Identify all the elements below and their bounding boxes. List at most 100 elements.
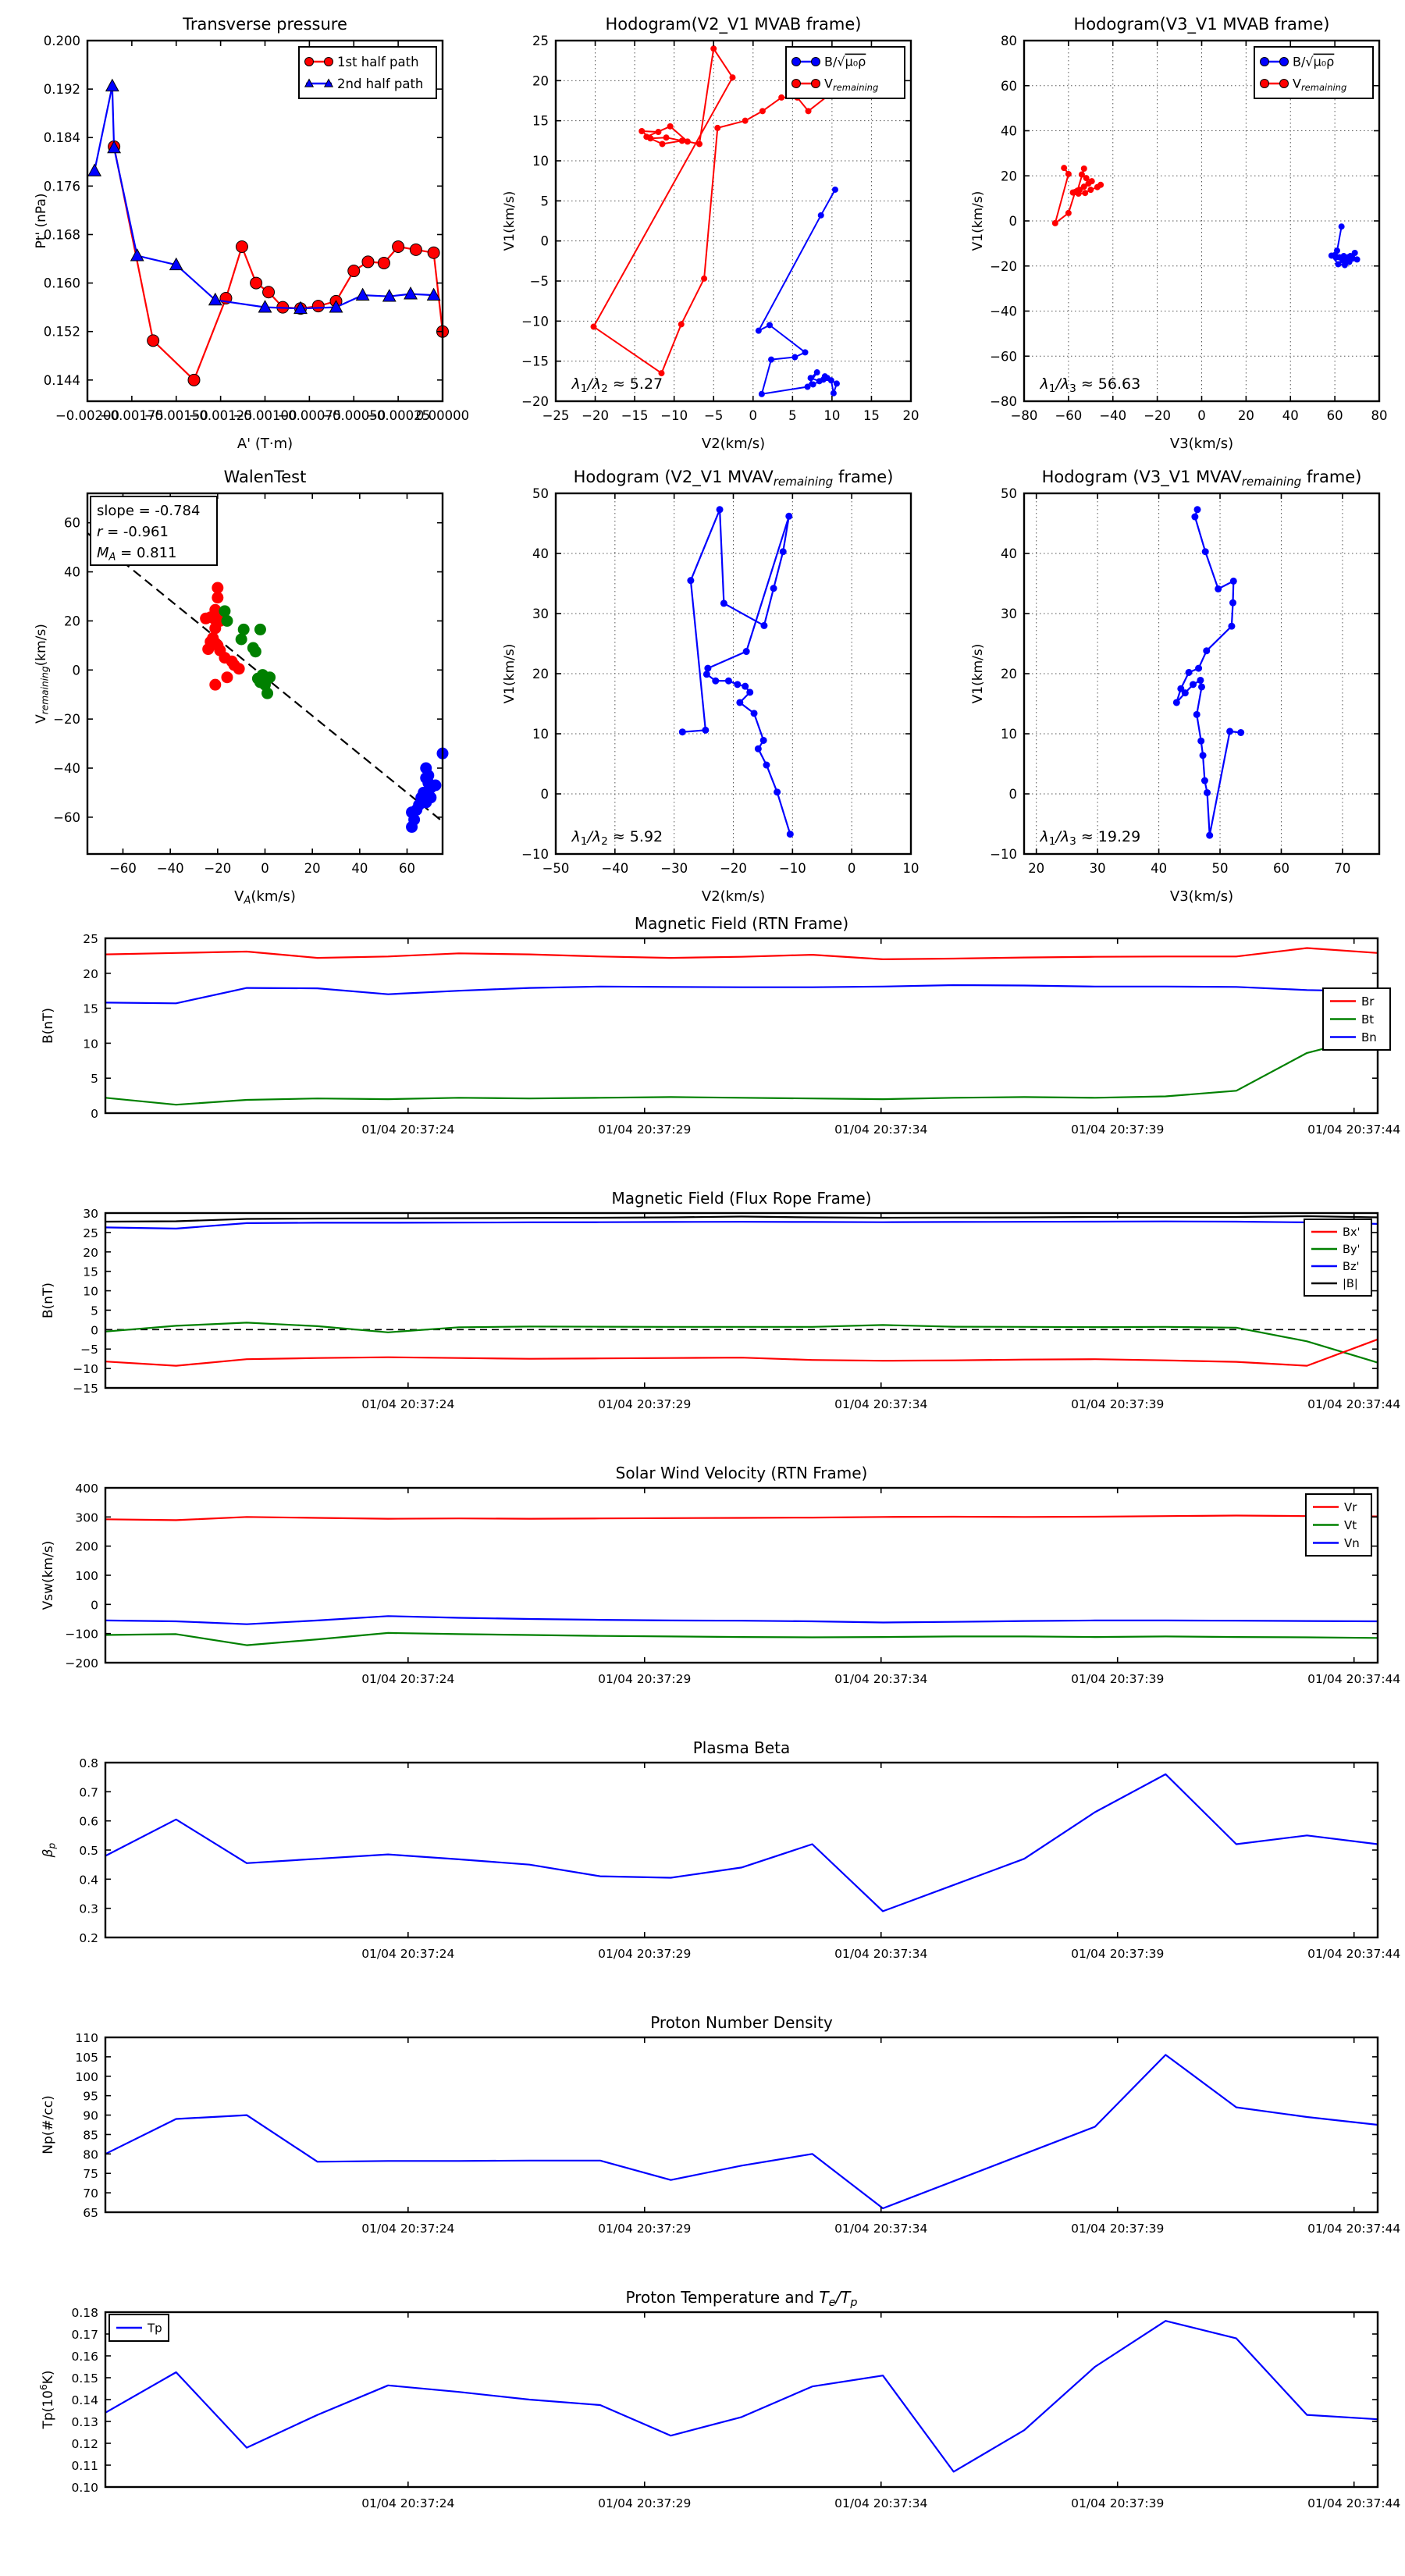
legend-label: B/√μ₀ρ <box>1293 55 1334 69</box>
legend-label: Bn <box>1361 1030 1377 1044</box>
x-tick-label: 60 <box>1273 861 1289 876</box>
y-tick-label: 0.15 <box>71 2371 98 2386</box>
y-tick-label: 30 <box>83 1207 98 1221</box>
y-tick-label: −10 <box>521 314 549 329</box>
x-tick-label: −60 <box>1055 408 1082 423</box>
chart-title: Solar Wind Velocity (RTN Frame) <box>616 1464 868 1482</box>
y-tick-label: 5 <box>541 194 550 208</box>
chart-velocity-rtn: 01/04 20:37:24 01/04 20:37:29 01/04 20:37:… <box>41 1464 1400 1686</box>
y-tick-label: −20 <box>990 259 1017 274</box>
y-tick-label: −5 <box>530 274 549 289</box>
legend-box <box>1254 46 1374 99</box>
legend-label: Vr <box>1344 1500 1357 1514</box>
subplot-row-1: −0.00200 −0.00175 −0.00150 −0.00125 −0.00100… <box>0 8 1405 461</box>
y-tick-label: 0 <box>541 234 550 249</box>
y-tick-label: −10 <box>73 1362 98 1376</box>
panel-bfield-fluxrope: 01/04 20:37:24 01/04 20:37:29 01/04 20:37:… <box>0 1188 1405 1463</box>
panel-proton-density: 01/04 20:37:24 01/04 20:37:29 01/04 20:37:… <box>0 2012 1405 2287</box>
legend-label: Vn <box>1344 1536 1360 1550</box>
chart-title: Magnetic Field (RTN Frame) <box>635 914 848 933</box>
lambda-ratio-annotation: λ1/λ2 ≈ 5.92 <box>571 828 663 848</box>
y-tick-label: 30 <box>532 607 549 621</box>
x-tick-label: 70 <box>1334 861 1350 876</box>
x-tick-label: −50 <box>542 861 570 876</box>
x-tick-label: −10 <box>660 408 688 423</box>
x-tick-label: −40 <box>601 861 628 876</box>
lambda-ratio-annotation: λ1/λ2 ≈ 5.27 <box>571 375 663 395</box>
legend-box <box>785 46 905 99</box>
chart-proton-density: 01/04 20:37:24 01/04 20:37:29 01/04 20:37:… <box>41 2013 1400 2236</box>
x-tick-label: −0.00025 <box>366 408 430 423</box>
y-tick-label: 80 <box>1001 34 1017 48</box>
y-tick-label: 100 <box>75 1569 98 1583</box>
x-tick-label: 01/04 20:37:34 <box>834 1947 927 1961</box>
lambda-ratio-annotation: λ1/λ3 ≈ 19.29 <box>1039 828 1140 848</box>
x-tick-label: −0.00175 <box>100 408 164 423</box>
x-tick-label: −0.00200 <box>55 408 119 423</box>
legend-box <box>1304 1219 1372 1297</box>
series-Np <box>105 2054 1378 2210</box>
legend-label: Tp <box>147 2321 162 2335</box>
chart-bfield-rtn: 01/04 20:37:24 01/04 20:37:29 01/04 20:37:… <box>41 914 1400 1137</box>
x-tick-label: 60 <box>399 861 415 876</box>
y-tick-label: 0 <box>1009 787 1018 802</box>
x-tick-label: 0 <box>261 861 269 876</box>
x-tick-label: 01/04 20:37:44 <box>1307 1672 1400 1686</box>
walen-stats-line: MA = 0.811 <box>97 545 177 564</box>
x-tick-label: 01/04 20:37:39 <box>1071 2222 1164 2236</box>
y-tick-label: 25 <box>532 34 549 48</box>
y-tick-label: 0.17 <box>71 2328 98 2342</box>
walen-stats-line: slope = -0.784 <box>97 503 200 519</box>
y-tick-label: 0.152 <box>44 325 80 340</box>
x-tick-label: −5 <box>704 408 723 423</box>
y-tick-label: 40 <box>64 565 80 580</box>
legend-label: Vremaining <box>824 76 878 93</box>
panel-bfield-rtn: 01/04 20:37:24 01/04 20:37:29 01/04 20:37:… <box>0 913 1405 1188</box>
y-tick-label: 300 <box>75 1510 98 1525</box>
x-tick-label: 20 <box>1028 861 1044 876</box>
x-tick-label: 0 <box>749 408 758 423</box>
chart-hodogram-v2v1-mvav: −50 −40 −30 −20 −10 0 10 −10 0 10 20 30 40 50 Hodogram… <box>502 468 919 905</box>
y-tick-label: 20 <box>64 614 80 628</box>
series-Vr <box>105 1514 1378 1521</box>
y-tick-label: 0.7 <box>79 1785 98 1799</box>
chart-walen-test: −60 −40 −20 0 20 40 60 −60 −40 −20 0 20 40 60 WalenTes… <box>34 468 449 907</box>
series-beta p <box>105 1773 1378 1912</box>
y-tick-label: −200 <box>65 1656 98 1670</box>
x-tick-label: 01/04 20:37:44 <box>1307 1397 1400 1411</box>
y-tick-label: 85 <box>83 2128 98 2142</box>
chart-hodogram-v2v1-mvab: −25 −20 −15 −10 −5 0 5 10 15 20−20−15−10−50510152… <box>502 15 919 452</box>
x-tick-label: 40 <box>1151 861 1167 876</box>
x-tick-label: 01/04 20:37:34 <box>834 1397 927 1411</box>
y-tick-label: 25 <box>83 932 98 946</box>
y-tick-label: 30 <box>1001 607 1017 621</box>
x-tick-label: −20 <box>720 861 747 876</box>
y-tick-label: 0.18 <box>71 2306 98 2320</box>
y-tick-label: 10 <box>532 727 549 742</box>
x-axis-label: VA(km/s) <box>234 888 296 907</box>
chart-title: Hodogram (V3_V1 MVAVremaining frame) <box>1042 468 1362 489</box>
y-tick-label: 0 <box>73 663 81 678</box>
x-tick-label: 01/04 20:37:29 <box>598 1123 691 1137</box>
y-tick-label: −80 <box>990 394 1017 409</box>
y-tick-label: 105 <box>75 2051 98 2065</box>
x-tick-label: 0 <box>1197 408 1206 423</box>
x-tick-label: −0.00100 <box>233 408 297 423</box>
y-axis-label: Vsw(km/s) <box>41 1541 56 1610</box>
x-axis-label: V2(km/s) <box>702 436 765 452</box>
y-tick-label: −15 <box>73 1382 98 1396</box>
y-tick-label: −10 <box>990 847 1017 862</box>
chart-hodogram-v3v1-mvav: 20 30 40 50 60 70 −10 0 10 20 30 40 50 Hodogram (V3_V… <box>970 468 1381 905</box>
chart-proton-temperature: 01/04 20:37:24 01/04 20:37:29 01/04 20:37:… <box>38 2288 1400 2510</box>
y-tick-label: 0.144 <box>44 373 80 388</box>
y-tick-label: 0.13 <box>71 2415 98 2429</box>
x-tick-label: 01/04 20:37:29 <box>598 2222 691 2236</box>
legend-label: Bz' <box>1343 1261 1360 1273</box>
x-tick-label: 10 <box>823 408 840 423</box>
chart-title: Proton Number Density <box>650 2013 833 2032</box>
y-tick-label: −20 <box>521 394 549 409</box>
walen-stats-line: r = -0.961 <box>97 524 169 540</box>
chart-title: Hodogram (V2_V1 MVAVremaining frame) <box>574 468 894 489</box>
y-tick-label: 5 <box>91 1304 98 1318</box>
y-tick-label: −40 <box>53 761 80 776</box>
